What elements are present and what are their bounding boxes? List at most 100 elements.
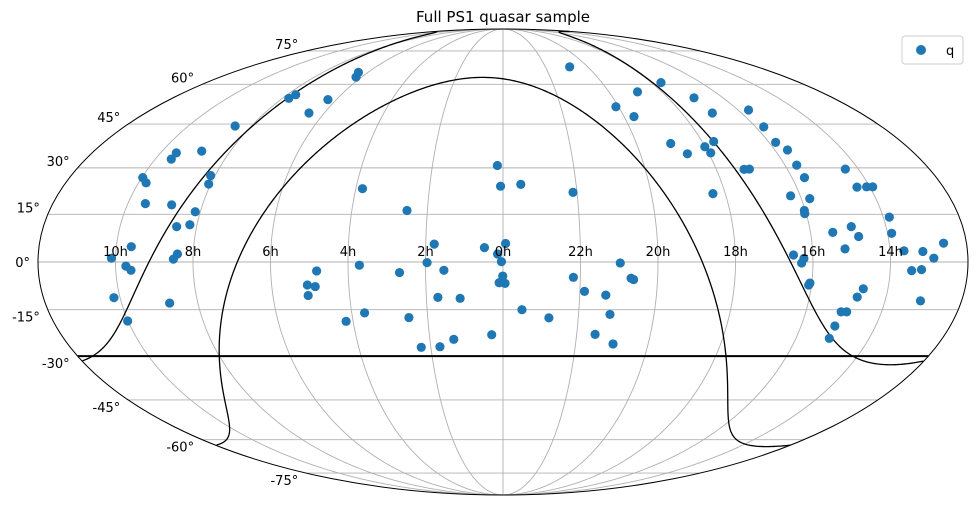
quasar-point: [799, 253, 809, 264]
dec-tick-label: -15°: [12, 311, 40, 326]
ra-tick-label: 10h: [103, 245, 128, 260]
galactic-latitude-curve: [558, 30, 809, 298]
galactic-plane-curve: [216, 76, 727, 446]
quasar-point: [800, 209, 810, 219]
quasar-point: [302, 280, 312, 290]
quasar-point: [611, 102, 621, 112]
ra-tick-label: 18h: [723, 245, 748, 260]
ra-tick-labels: 14h 16h 18h 20h 22h 0h 2h 4h 6h 8h 10h: [103, 245, 903, 260]
quasar-point: [284, 93, 294, 103]
quasar-point: [615, 258, 625, 268]
quasar-point: [109, 293, 119, 303]
quasar-point: [907, 266, 917, 276]
dec-tick-label: 0°: [15, 256, 30, 271]
dec-tick-labels: -75° -60° -45° -30° -15° 0° 15° 30° 45° 60° 75°: [12, 38, 298, 489]
quasar-point: [516, 179, 526, 189]
quasar-point: [304, 108, 314, 118]
quasar-point: [689, 93, 699, 103]
quasar-point: [601, 290, 611, 300]
ra-tick-label: 20h: [646, 245, 671, 260]
quasar-point: [785, 191, 796, 201]
quasar-point: [402, 205, 412, 216]
quasar-point: [899, 246, 909, 256]
legend: q: [901, 35, 964, 65]
quasar-point: [479, 243, 490, 253]
quasar-point: [185, 220, 195, 230]
quasar-point: [429, 239, 439, 249]
quasar-point: [312, 266, 322, 276]
quasar-point: [682, 149, 693, 159]
quasar-point: [544, 313, 554, 323]
quasar-point: [439, 265, 449, 275]
quasar-point: [206, 170, 216, 181]
quasar-point: [166, 154, 176, 164]
ra-tick-label: 16h: [801, 245, 826, 260]
quasar-point: [590, 329, 600, 339]
quasar-point: [126, 265, 136, 275]
quasar-point: [500, 278, 510, 288]
ra-tick-label: 14h: [878, 245, 903, 260]
quasar-point: [310, 281, 320, 292]
quasar-point: [230, 121, 240, 131]
plot-frame: [37, 28, 969, 496]
quasar-point: [568, 187, 578, 197]
quasar-point: [799, 173, 810, 183]
quasar-point: [171, 148, 181, 158]
grid-meridian: [502, 28, 891, 496]
quasar-point: [579, 286, 590, 296]
ra-tick-label: 2h: [417, 245, 434, 260]
quasar-point: [123, 316, 133, 326]
grid-meridian: [115, 28, 504, 496]
quasar-point: [351, 72, 361, 82]
quasar-point: [884, 212, 894, 222]
quasar-point: [404, 312, 414, 323]
quasar-point: [918, 246, 928, 257]
quasar-point: [929, 253, 939, 263]
dec-tick-label: -75°: [270, 474, 298, 489]
quasar-point: [805, 194, 815, 204]
grid-meridian: [502, 28, 814, 496]
quasar-points: [106, 62, 949, 352]
quasar-point: [197, 146, 207, 156]
quasar-point: [846, 222, 856, 232]
quasar-point: [416, 342, 426, 352]
dec-tick-label: -30°: [42, 357, 70, 372]
quasar-point: [792, 160, 802, 170]
quasar-point: [743, 105, 754, 115]
chart-title: Full PS1 quasar sample: [416, 8, 590, 26]
quasar-point: [830, 321, 840, 331]
legend-label: q: [946, 44, 954, 59]
quasar-point: [291, 90, 301, 100]
quasar-point: [605, 309, 615, 320]
quasar-point: [435, 342, 445, 352]
quasar-point: [487, 330, 497, 340]
quasar-point: [190, 207, 200, 217]
quasar-point: [165, 298, 175, 308]
quasar-point: [172, 249, 183, 259]
quasar-point: [354, 260, 364, 270]
dec-tick-label: 30°: [47, 155, 70, 170]
grid-meridian: [192, 28, 504, 496]
legend-box: [901, 35, 964, 65]
boundary-curves: [77, 30, 929, 448]
quasar-point: [455, 293, 465, 303]
grid-meridian: [347, 28, 504, 496]
ra-tick-label: 8h: [185, 245, 202, 260]
quasar-point: [666, 138, 676, 149]
grid-meridian: [502, 28, 659, 496]
dec-tick-label: 15°: [17, 201, 40, 216]
quasar-point: [938, 238, 949, 248]
quasar-point: [656, 78, 666, 88]
quasar-point: [804, 280, 814, 290]
quasar-point: [744, 164, 754, 174]
ra-tick-label: 4h: [340, 245, 357, 260]
quasar-point: [887, 228, 897, 238]
galactic-plane-curve: [724, 352, 791, 448]
legend-marker: [916, 45, 926, 55]
quasar-point: [771, 137, 781, 147]
quasar-point: [852, 182, 862, 192]
quasar-point: [498, 271, 508, 281]
ra-tick-label: 6h: [262, 245, 279, 260]
quasar-point: [852, 292, 862, 302]
quasar-point: [500, 238, 511, 249]
